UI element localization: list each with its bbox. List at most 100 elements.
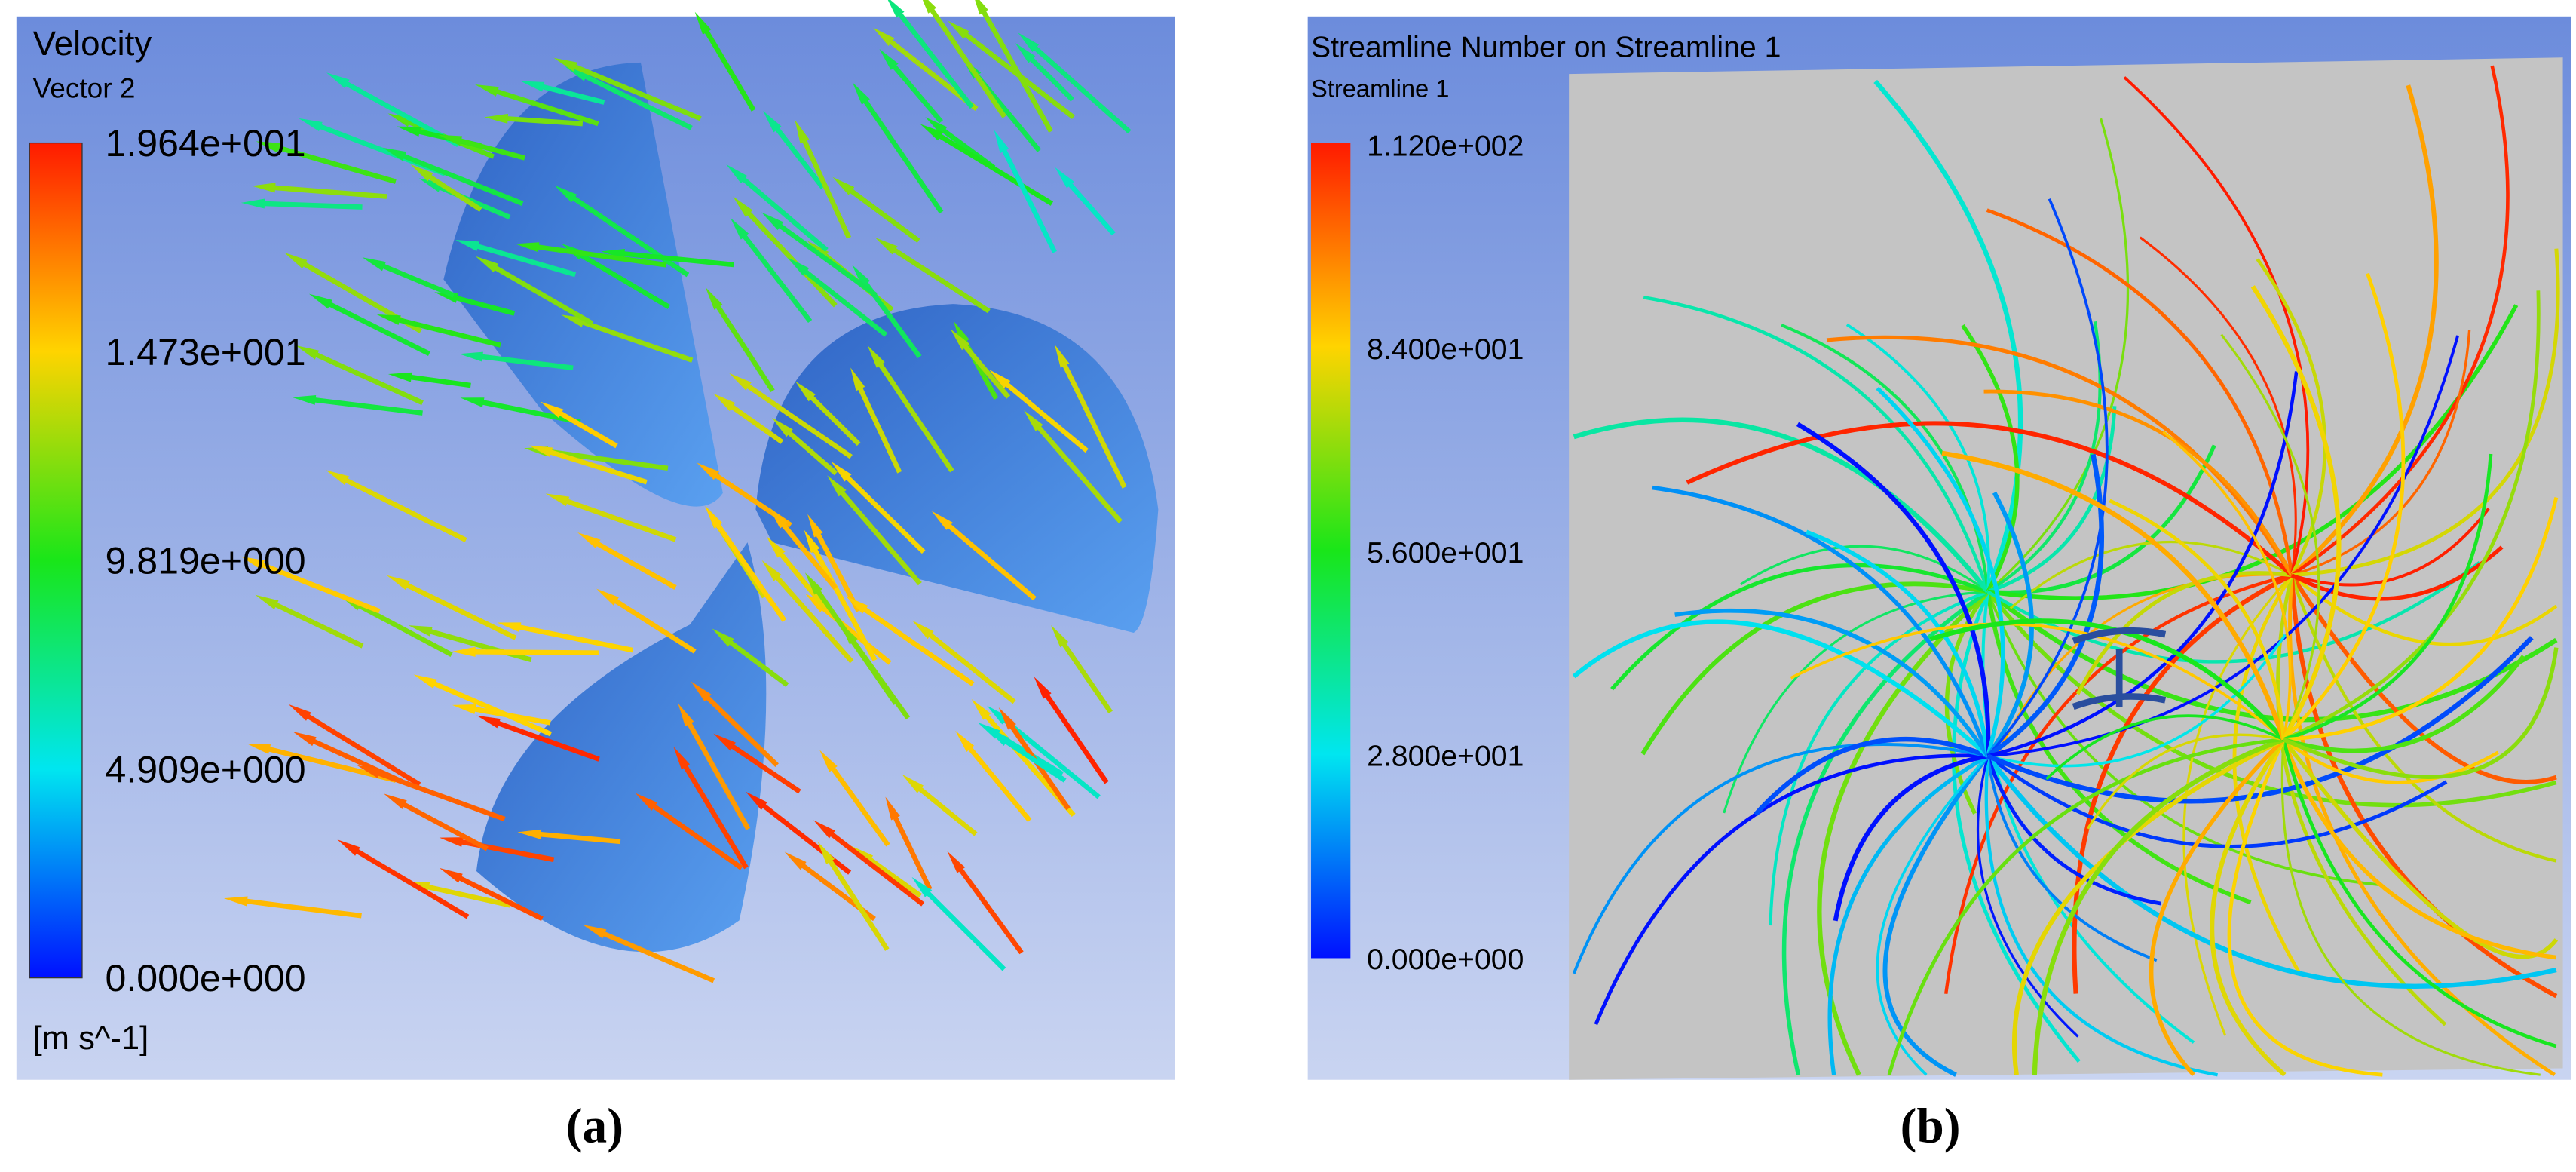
arrow-head [376, 314, 401, 325]
streamline [2281, 739, 2557, 1048]
arrow-head [920, 124, 943, 141]
arrow-head [885, 796, 900, 821]
vector-arrow [886, 57, 943, 124]
legend-label: 2.800e+001 [1367, 740, 1524, 773]
vector-arrow [1056, 634, 1113, 714]
streamline [1987, 406, 2117, 594]
color-bar [1311, 143, 1351, 959]
vector-arrow [320, 297, 430, 357]
vector-arrow [953, 860, 1024, 955]
streamline [2291, 329, 2471, 577]
arrow-head [911, 876, 933, 897]
vector-arrow [497, 115, 584, 127]
vector-arrow [336, 474, 467, 543]
vector-arrow [349, 599, 453, 657]
streamline [1806, 529, 1990, 756]
streamline [2162, 431, 2292, 740]
vector-arrow [773, 545, 827, 609]
streamline [1652, 485, 1990, 757]
arrow-head [763, 110, 782, 133]
streamline [2280, 739, 2541, 1076]
streamline [2290, 574, 2558, 646]
vector-arrow [473, 397, 581, 425]
legend-label: 9.819e+000 [105, 540, 305, 582]
legend-label: 1.964e+001 [105, 122, 305, 164]
vector-arrow [841, 183, 920, 243]
streamline [1986, 491, 2034, 758]
arrow-head [819, 750, 838, 772]
arrow-head [460, 397, 485, 408]
arrow-head [852, 82, 870, 105]
vector-arrow [997, 376, 1089, 453]
arrow-head [953, 321, 969, 345]
arrow-head [678, 703, 694, 727]
vector-arrow [803, 388, 861, 446]
vector-arrow [678, 756, 749, 870]
arrow-head [879, 48, 899, 70]
streamline [2290, 574, 2557, 784]
arrow-head [553, 57, 577, 72]
arrow-head [846, 596, 868, 614]
streamline [2283, 290, 2541, 741]
vector-arrow [920, 627, 1016, 704]
panel-title: Streamline Number on Streamline 1 [1311, 31, 1781, 64]
arrow-head [295, 345, 320, 360]
streamlines [1572, 65, 2560, 1077]
vector-arrow [614, 250, 734, 268]
streamline [2182, 574, 2293, 1036]
vector-arrow [509, 622, 634, 653]
vector-arrow [369, 767, 506, 822]
vector-arrow [780, 424, 838, 476]
arrow-head [240, 198, 265, 209]
vector-arrow [644, 798, 743, 870]
streamline [2283, 453, 2493, 741]
legend-label: 5.600e+001 [1367, 536, 1524, 569]
arrow-head [418, 178, 443, 192]
arrow-head [410, 164, 433, 182]
arrow-head [362, 257, 386, 272]
arrow-head [255, 594, 279, 610]
streamline [1723, 590, 1988, 814]
streamline [1781, 324, 1989, 592]
streamline [2149, 738, 2286, 1077]
streamline [1827, 754, 1989, 1075]
vector-arrows [223, 0, 1132, 983]
vector-arrow [721, 634, 789, 687]
vector-arrow [754, 797, 852, 875]
vector-arrow [464, 649, 599, 655]
vector-arrow [822, 826, 925, 907]
streamline [2291, 508, 2490, 587]
streamline [1643, 296, 1989, 593]
arrow-head [635, 793, 657, 811]
streamline [2139, 236, 2297, 575]
arrow-head [852, 265, 871, 287]
arrow-head [240, 556, 265, 570]
arrow-head [545, 493, 570, 506]
arrow-head [761, 212, 784, 231]
vector-arrow [424, 677, 553, 737]
arrow-head [528, 445, 553, 457]
vector-arrow [265, 184, 387, 199]
vector-arrow [997, 140, 1057, 253]
arrow-head [950, 329, 969, 351]
streamline [2288, 575, 2556, 1077]
arrow-head [987, 729, 1009, 746]
arrow-head [948, 20, 969, 39]
vector-arrow [710, 515, 787, 622]
arrow-head [955, 730, 975, 753]
arrow-head [726, 164, 748, 184]
streamline [2210, 738, 2287, 1077]
vector-arrow [446, 293, 516, 316]
arrow-head [771, 417, 793, 437]
vector-arrow [722, 738, 801, 794]
vector-arrow [919, 884, 1006, 971]
vector-arrow [911, 781, 978, 836]
streamline [2283, 655, 2525, 753]
panel-b: Streamline Number on Streamline 1 Stream… [1307, 16, 2571, 1153]
vector-arrow [420, 626, 532, 663]
arrow-head [730, 217, 749, 240]
arrow-head [476, 715, 501, 729]
vector-arrow [394, 797, 489, 851]
arrow-head [1024, 410, 1043, 431]
streamline [1882, 754, 1990, 1077]
